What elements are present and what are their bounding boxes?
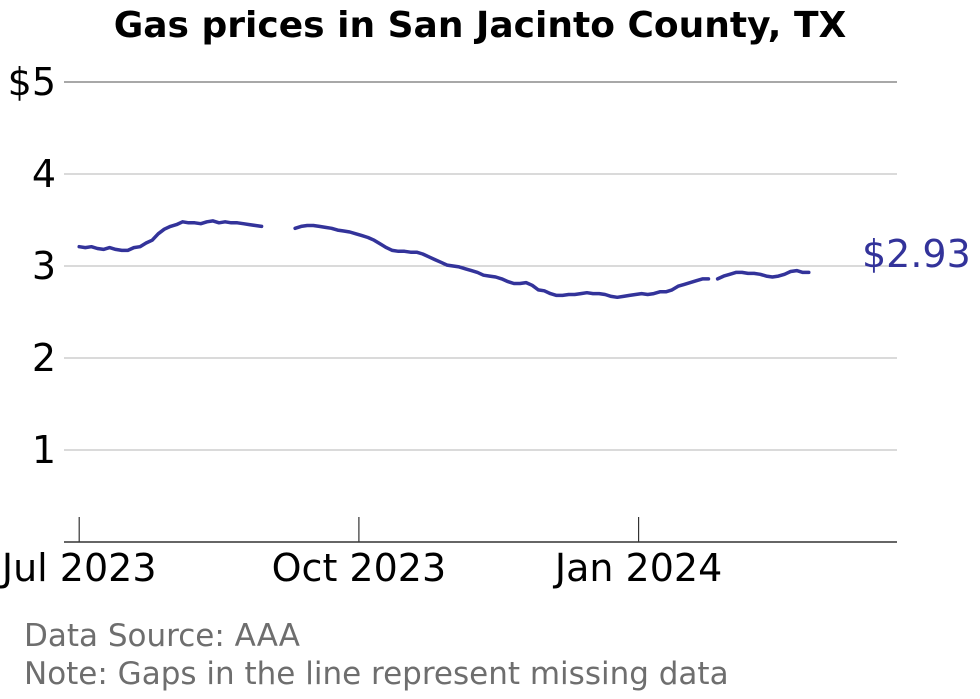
x-tick-label: Jul 2023 (0, 546, 157, 590)
y-tick-label: 4 (32, 152, 56, 196)
y-gridlines (64, 81, 897, 451)
data-source-note: Data Source: AAA (24, 618, 300, 654)
y-tick-label: 3 (32, 244, 56, 288)
price-line-segment (715, 268, 811, 281)
x-axis-ticks: Jul 2023 Oct 2023 Jan 2024 (0, 517, 722, 590)
price-line-segment (77, 219, 264, 253)
y-axis-ticks: $5 4 3 2 1 (8, 60, 56, 472)
y-tick-label: 1 (32, 428, 56, 472)
y-tick-label: 2 (32, 336, 56, 380)
price-line-segment (293, 223, 711, 300)
chart-title: Gas prices in San Jacinto County, TX (114, 5, 847, 46)
y-tick-label: $5 (8, 60, 56, 104)
price-line (77, 219, 811, 300)
last-value-label: $2.93 (862, 232, 971, 276)
missing-data-note: Note: Gaps in the line represent missing… (24, 656, 729, 692)
x-tick-label: Oct 2023 (272, 546, 447, 590)
x-tick-label: Jan 2024 (553, 546, 722, 590)
